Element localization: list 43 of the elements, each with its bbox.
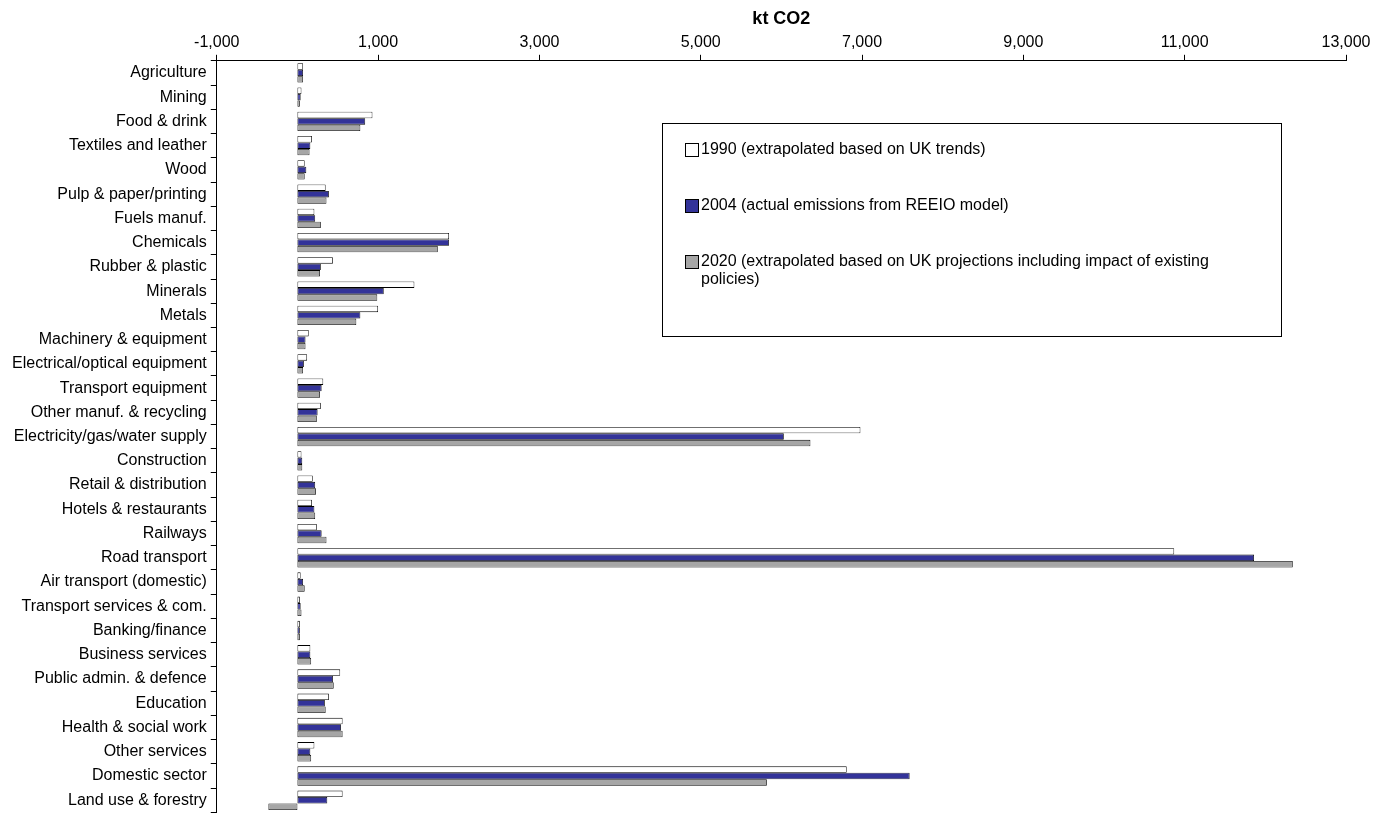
y-tick-label: Electrical/optical equipment [12, 354, 208, 372]
y-tick-label: Business services [78, 645, 207, 663]
legend-label: 2020 (extrapolated based on UK projections including impact of existing policies) [701, 252, 1210, 288]
y-tick-label: Health & social work [61, 717, 208, 735]
y-tick-label: Road transport [100, 548, 208, 566]
y-tick-label: Metals [159, 305, 207, 323]
y-tick-label: Mining [159, 87, 207, 105]
y-tick-label: Retail & distribution [68, 475, 207, 493]
y-tick-label: Pulp & paper/printing [57, 184, 207, 202]
y-tick-label: Minerals [146, 281, 207, 299]
y-tick-label: Food & drink [116, 111, 208, 129]
legend-label: 2004 (actual emissions from REEIO model) [701, 196, 1009, 214]
y-tick-label: Hotels & restaurants [61, 499, 207, 517]
y-tick-label: Railways [142, 523, 207, 541]
y-tick-label: Wood [165, 160, 207, 178]
text: 1990 (extrapolated based on UK trends) [701, 140, 986, 158]
y-tick-label: Transport services & com. [21, 596, 207, 614]
y-tick-label: Electricity/gas/water supply [13, 427, 207, 445]
x-tick-label: 1,000 [358, 32, 399, 50]
y-tick-label: Rubber & plastic [89, 257, 207, 275]
y-tick-label: Chemicals [132, 233, 207, 251]
y-tick-label: Public admin. & defence [34, 669, 207, 687]
y-tick-label: Textiles and leather [68, 136, 208, 154]
y-tick-label: Fuels manuf. [114, 208, 207, 226]
y-tick-label: Transport equipment [59, 378, 208, 396]
x-axis-title: kt CO2 [752, 7, 811, 28]
y-tick-label: Domestic sector [92, 766, 208, 784]
y-tick-label: Other services [103, 742, 207, 760]
y-tick-label: Land use & forestry [68, 790, 207, 808]
y-tick-label: Banking/finance [92, 620, 207, 638]
y-tick-label: Education [135, 693, 207, 711]
x-tick-label: 11,000 [1160, 32, 1209, 50]
x-tick-label: 5,000 [680, 32, 721, 50]
y-tick-label: Agriculture [130, 63, 207, 81]
y-tick-label: Other manuf. & recycling [30, 402, 207, 420]
x-tick-label: -1,000 [194, 32, 240, 50]
y-tick-label: Machinery & equipment [38, 330, 208, 348]
x-tick-label: 9,000 [1003, 32, 1044, 50]
y-tick-label: Construction [116, 451, 207, 469]
x-tick-label: 3,000 [519, 32, 560, 50]
y-tick-label: Air transport (domestic) [40, 572, 207, 590]
x-tick-label: 13,000 [1321, 32, 1371, 50]
x-tick-label: 7,000 [842, 32, 883, 50]
